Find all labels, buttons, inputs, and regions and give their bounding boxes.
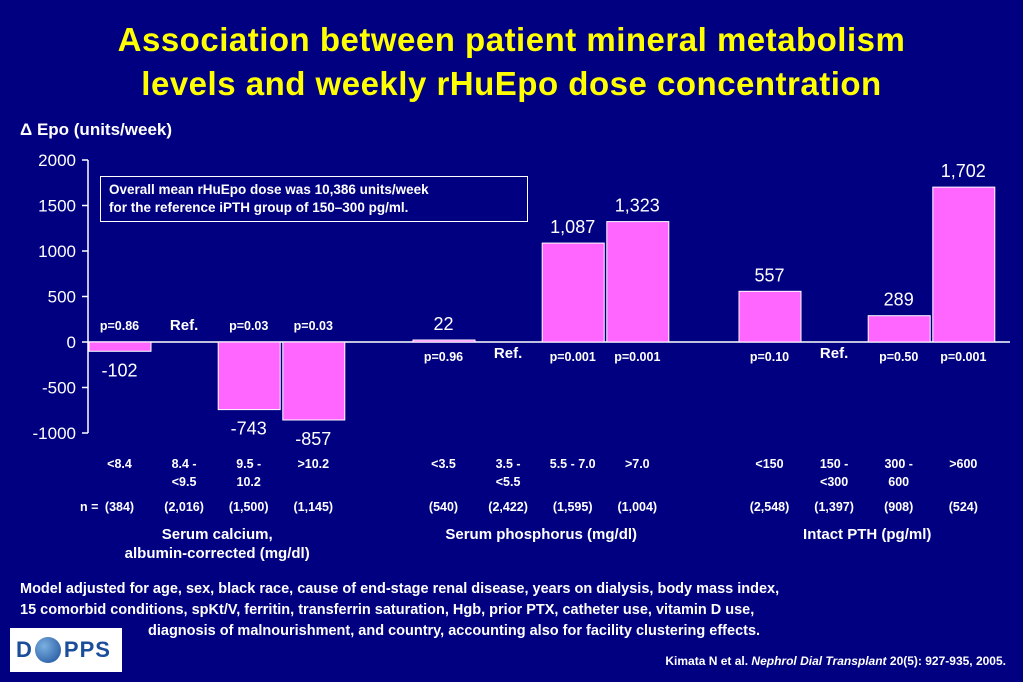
category-label: >10.2 <box>297 457 329 471</box>
globe-icon <box>34 637 61 663</box>
bar <box>412 339 476 343</box>
category-label: 5.5 - 7.0 <box>550 457 596 471</box>
footnote-line-3: diagnosis of malnourishment, and country… <box>148 623 761 639</box>
y-tick-label: -1000 <box>33 424 76 443</box>
p-value-label: p=0.001 <box>940 350 986 364</box>
n-value: (2,422) <box>488 500 528 514</box>
note-line-2: for the reference iPTH group of 150–300 … <box>109 200 409 215</box>
slide-title: Association between patient mineral meta… <box>0 18 1023 106</box>
n-value: (1,397) <box>814 500 854 514</box>
category-label: 10.2 <box>237 475 261 489</box>
bar <box>932 186 996 343</box>
p-value-label: p=0.001 <box>614 350 660 364</box>
bar-value-label: -857 <box>295 429 331 449</box>
y-tick-label: 1500 <box>38 197 76 216</box>
bar-value-label: 289 <box>884 290 914 310</box>
ref-label: Ref. <box>494 345 522 362</box>
p-value-label: p=0.10 <box>750 350 789 364</box>
p-value-label: p=0.50 <box>879 350 918 364</box>
n-value: (2,548) <box>750 500 790 514</box>
n-value: (540) <box>429 500 458 514</box>
n-value: (2,016) <box>164 500 204 514</box>
bar-value-label: 22 <box>433 314 453 334</box>
y-tick-label: 1000 <box>38 242 76 261</box>
bar-value-label: 1,702 <box>941 161 986 181</box>
citation: Kimata N et al. Nephrol Dial Transplant … <box>576 654 1006 668</box>
reference-note-box: Overall mean rHuEpo dose was 10,386 unit… <box>100 176 528 222</box>
n-value: (1,595) <box>553 500 593 514</box>
dopps-logo: D PPS <box>10 628 122 672</box>
ref-label: Ref. <box>820 345 848 362</box>
group-label: Intact PTH (pg/ml) <box>803 526 931 543</box>
citation-journal: Nephrol Dial Transplant <box>751 654 887 668</box>
bar <box>282 341 346 421</box>
bar-value-label: 557 <box>754 265 784 285</box>
bar-value-label: 1,087 <box>550 217 595 237</box>
category-label: 300 - <box>884 457 913 471</box>
p-value-label: p=0.03 <box>229 319 268 333</box>
category-label: <150 <box>755 457 783 471</box>
bar <box>867 315 931 343</box>
footnote-line-1: Model adjusted for age, sex, black race,… <box>20 581 780 597</box>
category-label: <9.5 <box>172 475 197 489</box>
bar <box>541 242 605 343</box>
n-label: n = <box>80 500 98 514</box>
y-tick-label: 0 <box>67 333 76 352</box>
y-tick-label: 2000 <box>38 151 76 170</box>
bar-value-label: 1,323 <box>615 196 660 216</box>
bar <box>606 221 670 343</box>
group-label: Serum calcium, <box>162 526 273 543</box>
y-tick-label: -500 <box>42 379 76 398</box>
title-line-2: levels and weekly rHuEpo dose concentrat… <box>141 65 882 102</box>
category-label: 3.5 - <box>496 457 521 471</box>
bar <box>88 341 152 352</box>
n-value: (1,004) <box>617 500 657 514</box>
p-value-label: p=0.001 <box>550 350 596 364</box>
category-label: >7.0 <box>625 457 650 471</box>
group-label: albumin-corrected (mg/dl) <box>125 545 310 562</box>
category-label: 9.5 - <box>236 457 261 471</box>
category-label: <3.5 <box>431 457 456 471</box>
bar <box>217 341 281 411</box>
n-value: (524) <box>949 500 978 514</box>
category-label: >600 <box>949 457 977 471</box>
n-value: (1,500) <box>229 500 269 514</box>
bar <box>738 290 802 343</box>
footnote-line-2: 15 comorbid conditions, spKt/V, ferritin… <box>20 602 755 618</box>
ref-label: Ref. <box>170 317 198 334</box>
model-adjustment-footnote: Model adjusted for age, sex, black race,… <box>20 579 1010 642</box>
n-value: (1,145) <box>293 500 333 514</box>
note-line-1: Overall mean rHuEpo dose was 10,386 unit… <box>109 182 429 197</box>
bar-value-label: -743 <box>231 419 267 439</box>
y-tick-label: 500 <box>48 288 76 307</box>
category-label: <8.4 <box>107 457 132 471</box>
n-value: (908) <box>884 500 913 514</box>
p-value-label: p=0.96 <box>424 350 463 364</box>
p-value-label: p=0.86 <box>100 319 139 333</box>
title-line-1: Association between patient mineral meta… <box>117 21 906 58</box>
logo-text: PPS <box>63 637 111 662</box>
group-label: Serum phosphorus (mg/dl) <box>445 526 637 543</box>
category-label: 600 <box>888 475 909 489</box>
p-value-label: p=0.03 <box>294 319 333 333</box>
n-value: (384) <box>105 500 134 514</box>
citation-authors: Kimata N et al. <box>665 654 749 668</box>
citation-ref: 20(5): 927-935, 2005. <box>889 654 1006 668</box>
category-label: 150 - <box>820 457 849 471</box>
category-label: <5.5 <box>496 475 521 489</box>
bar-value-label: -102 <box>101 360 137 380</box>
category-label: 8.4 - <box>172 457 197 471</box>
y-axis-label: Δ Epo (units/week) <box>20 120 173 139</box>
category-label: <300 <box>820 475 848 489</box>
